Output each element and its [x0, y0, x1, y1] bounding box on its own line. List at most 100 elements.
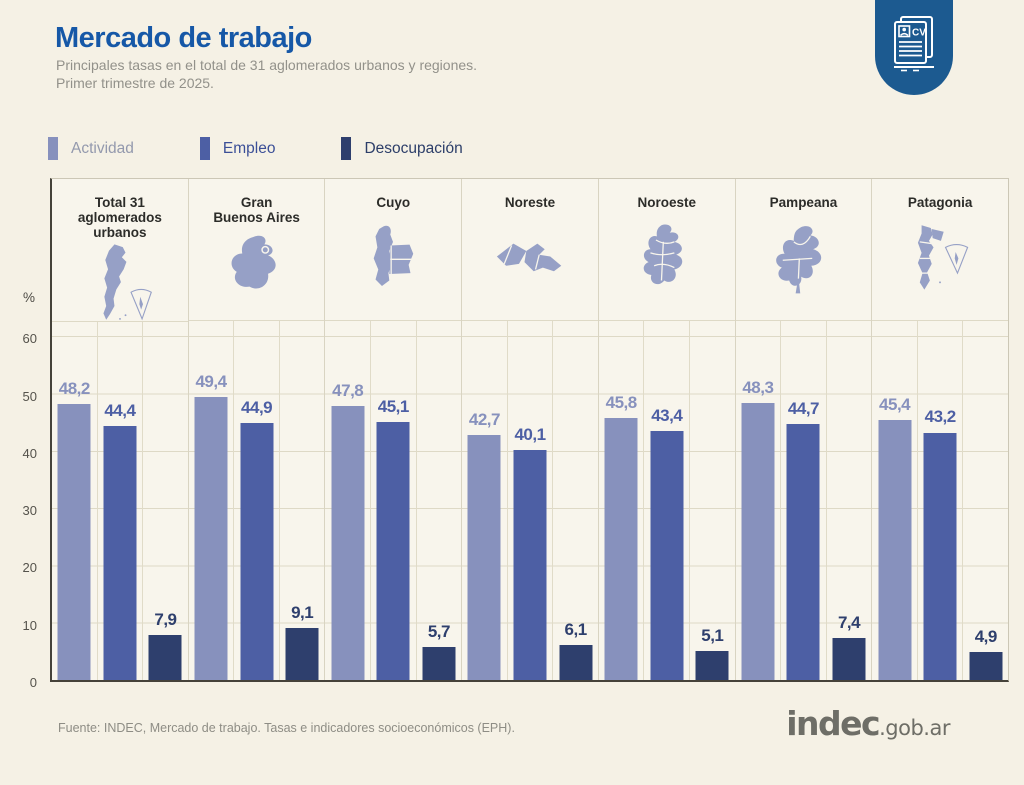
- region-name-line: Buenos Aires: [213, 210, 300, 226]
- y-axis-tick-label: 10: [22, 617, 37, 633]
- region-name: Noroeste: [637, 195, 696, 210]
- bar-cell: 45,8: [599, 321, 645, 680]
- bar-actividad: [878, 419, 912, 680]
- y-axis-tick-label: 60: [22, 331, 37, 347]
- chart-legend: Actividad Empleo Desocupación: [48, 137, 463, 160]
- region-column: Total 31 aglomerados urbanos 48,2 44,4 7,9: [52, 179, 189, 680]
- legend-swatch: [199, 137, 210, 160]
- region-name-line: Gran: [240, 195, 273, 210]
- region-name-line: Noreste: [504, 195, 556, 210]
- bar-value-label: 47,8: [332, 381, 364, 401]
- bar-value-label: 43,4: [651, 406, 683, 426]
- region-name: Noreste: [505, 195, 555, 210]
- bar-value-label: 5,7: [427, 622, 451, 642]
- bar-value-label: 43,2: [924, 407, 957, 427]
- y-axis-unit-label: %: [22, 289, 35, 305]
- bar-empleo: [650, 431, 684, 680]
- bar-cell: 48,3: [736, 321, 782, 680]
- region-name: Cuyo: [376, 195, 410, 210]
- region-name: Total 31 aglomerados urbanos: [78, 195, 162, 240]
- bar-empleo: [923, 432, 957, 680]
- bar-value-label: 40,1: [514, 425, 546, 445]
- bar-cell: 7,9: [143, 322, 188, 680]
- bar-desocupacion: [969, 651, 1003, 680]
- bar-value-label: 42,7: [468, 410, 501, 430]
- bar-cell: 4,9: [963, 321, 1008, 680]
- bar-cell: 6,1: [553, 321, 598, 680]
- indec-logo: indec.gob.ar: [786, 704, 950, 743]
- y-axis-tick-label: 20: [22, 560, 37, 576]
- legend-label: Empleo: [222, 139, 276, 157]
- region-header: Noreste: [462, 179, 598, 320]
- bar-empleo: [513, 450, 547, 680]
- chart-panel: Total 31 aglomerados urbanos 48,2 44,4 7,9 Gra…: [50, 178, 1009, 682]
- y-axis-tick-label: 0: [29, 675, 37, 690]
- bar-value-label: 7,4: [837, 612, 861, 632]
- bar-cell: 5,1: [690, 321, 735, 680]
- logo-suffix-text: .gob.ar: [879, 716, 950, 740]
- region-name-line: Cuyo: [376, 195, 411, 210]
- bar-value-label: 9,1: [291, 602, 314, 622]
- bar-value-label: 45,4: [879, 394, 911, 414]
- bar-cell: 45,1: [371, 321, 417, 680]
- bar-value-label: 4,9: [974, 626, 998, 646]
- region-header: Noroeste: [599, 179, 735, 320]
- map-argentina-icon: [74, 240, 166, 330]
- region-plot-area: 42,7 40,1 6,1: [462, 320, 598, 680]
- region-name: Gran Buenos Aires: [213, 195, 300, 225]
- region-column: Gran Buenos Aires 49,4 44,9 9,1: [188, 179, 326, 680]
- y-axis-tick-label: 30: [22, 503, 37, 519]
- bar-value-label: 45,8: [605, 392, 638, 412]
- map-cuyo-icon: [347, 210, 439, 320]
- bar-value-label: 48,2: [58, 378, 91, 398]
- legend-item: Empleo: [199, 137, 276, 160]
- bar-value-label: 44,4: [104, 400, 136, 420]
- region-column: Pampeana 48,3 44,7 7,4: [735, 179, 873, 680]
- map-noreste-icon: [484, 210, 576, 320]
- region-column: Noreste 42,7 40,1 6,1: [462, 179, 599, 680]
- region-name-line: urbanos: [93, 225, 147, 241]
- legend-swatch: [48, 137, 58, 160]
- region-name-line: Pampeana: [769, 195, 838, 210]
- legend-item: Actividad: [48, 137, 134, 160]
- region-name-line: aglomerados: [77, 210, 162, 226]
- y-axis-tick-label: 40: [22, 445, 37, 461]
- bar-actividad: [741, 403, 775, 680]
- bar-desocupacion: [285, 627, 319, 680]
- bar-cell: 48,2: [52, 322, 98, 680]
- region-plot-area: 49,4 44,9 9,1: [188, 320, 325, 680]
- bar-cell: 9,1: [280, 321, 325, 680]
- region-column: Patagonia 45,4 43,2 4,9: [872, 179, 1009, 680]
- bar-actividad: [467, 435, 501, 680]
- region-header: Pampeana: [736, 179, 872, 320]
- page-subtitle: Principales tasas en el total de 31 aglo…: [56, 57, 477, 92]
- y-axis: % 60 50 40 30 20 10 0: [0, 178, 44, 689]
- bar-cell: 45,4: [872, 321, 918, 680]
- bar-actividad: [331, 406, 365, 680]
- bar-cell: 44,4: [98, 322, 144, 680]
- bar-cell: 40,1: [508, 321, 554, 680]
- region-plot-area: 47,8 45,1 5,7: [325, 320, 462, 680]
- bar-cell: 5,7: [417, 321, 462, 680]
- region-plot-area: 45,8 43,4 5,1: [598, 320, 735, 680]
- map-patagonia-icon: [894, 210, 986, 320]
- region-name-line: Patagonia: [907, 195, 973, 210]
- bar-desocupacion: [559, 645, 593, 680]
- bar-empleo: [786, 423, 820, 680]
- bar-desocupacion: [422, 647, 456, 680]
- bar-value-label: 49,4: [195, 371, 227, 391]
- bar-empleo: [103, 425, 137, 680]
- region-column: Noroeste 45,8 43,4 5,1: [598, 179, 736, 680]
- bar-cell: 49,4: [189, 321, 235, 680]
- cv-text: CV: [912, 28, 926, 39]
- bar-desocupacion: [832, 637, 866, 680]
- subtitle-line-2: Primer trimestre de 2025.: [56, 74, 214, 91]
- bar-empleo: [240, 422, 274, 680]
- bar-value-label: 44,7: [787, 398, 820, 418]
- region-name-line: Total 31: [94, 195, 145, 210]
- legend-item: Desocupación: [341, 137, 463, 160]
- bar-cell: 43,2: [918, 321, 964, 680]
- bar-cell: 43,4: [644, 321, 691, 680]
- map-gran-buenos-aires-icon: [211, 225, 303, 320]
